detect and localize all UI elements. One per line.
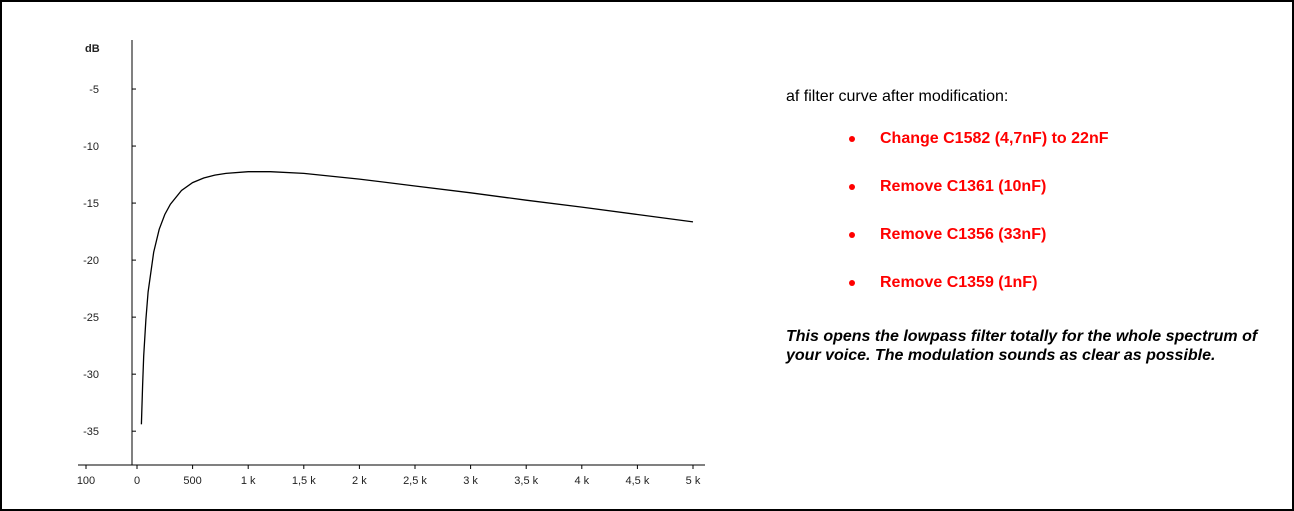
modification-text: Remove C1359 (1nF) — [880, 274, 1038, 291]
bullet-icon — [849, 232, 855, 238]
modification-item: Remove C1361 (10nF) — [786, 178, 1286, 226]
bullet-icon — [849, 184, 855, 190]
notes-panel: af filter curve after modification: Chan… — [786, 88, 1286, 381]
y-tick-label: -5 — [89, 84, 99, 96]
x-tick-label: 100 — [77, 475, 95, 487]
filter-chart: dB -5 -10 -15 -20 -25 -30 -35 100 0 500 1 k 1,5 k 2 k… — [77, 40, 705, 487]
x-tick-label: 3,5 k — [514, 475, 538, 487]
y-tick-label: -25 — [83, 312, 99, 324]
y-axis-label: dB — [85, 43, 100, 55]
x-tick-label: 2 k — [352, 475, 367, 487]
x-tick-label: 3 k — [463, 475, 478, 487]
y-tick-label: -30 — [83, 369, 99, 381]
bullet-icon — [849, 136, 855, 142]
bullet-icon — [849, 280, 855, 286]
x-tick-label: 5 k — [686, 475, 701, 487]
modification-item: Change C1582 (4,7nF) to 22nF — [786, 130, 1286, 178]
modification-text: Remove C1356 (33nF) — [880, 226, 1047, 243]
y-tick-label: -35 — [83, 426, 99, 438]
notes-summary: This opens the lowpass filter totally fo… — [786, 328, 1258, 364]
y-tick-label: -10 — [83, 141, 99, 153]
x-tick-label: 500 — [183, 475, 201, 487]
modification-text: Change C1582 (4,7nF) to 22nF — [880, 130, 1109, 147]
modification-list: Change C1582 (4,7nF) to 22nF Remove C136… — [786, 130, 1286, 322]
x-tick-label: 0 — [134, 475, 140, 487]
x-tick-label: 1,5 k — [292, 475, 316, 487]
x-tick-label: 4,5 k — [625, 475, 649, 487]
x-tick-label: 4 k — [574, 475, 589, 487]
modification-item: Remove C1359 (1nF) — [786, 274, 1286, 322]
series-line — [140, 171, 694, 425]
x-tick-label: 1 k — [241, 475, 256, 487]
notes-intro: af filter curve after modification: — [786, 88, 1009, 105]
y-tick-label: -15 — [83, 198, 99, 210]
modification-item: Remove C1356 (33nF) — [786, 226, 1286, 274]
modification-text: Remove C1361 (10nF) — [880, 178, 1047, 195]
chart-svg: dB -5 -10 -15 -20 -25 -30 -35 100 0 500 1 k 1,5 k 2 k… — [77, 40, 705, 487]
x-tick-label: 2,5 k — [403, 475, 427, 487]
y-tick-label: -20 — [83, 255, 99, 267]
